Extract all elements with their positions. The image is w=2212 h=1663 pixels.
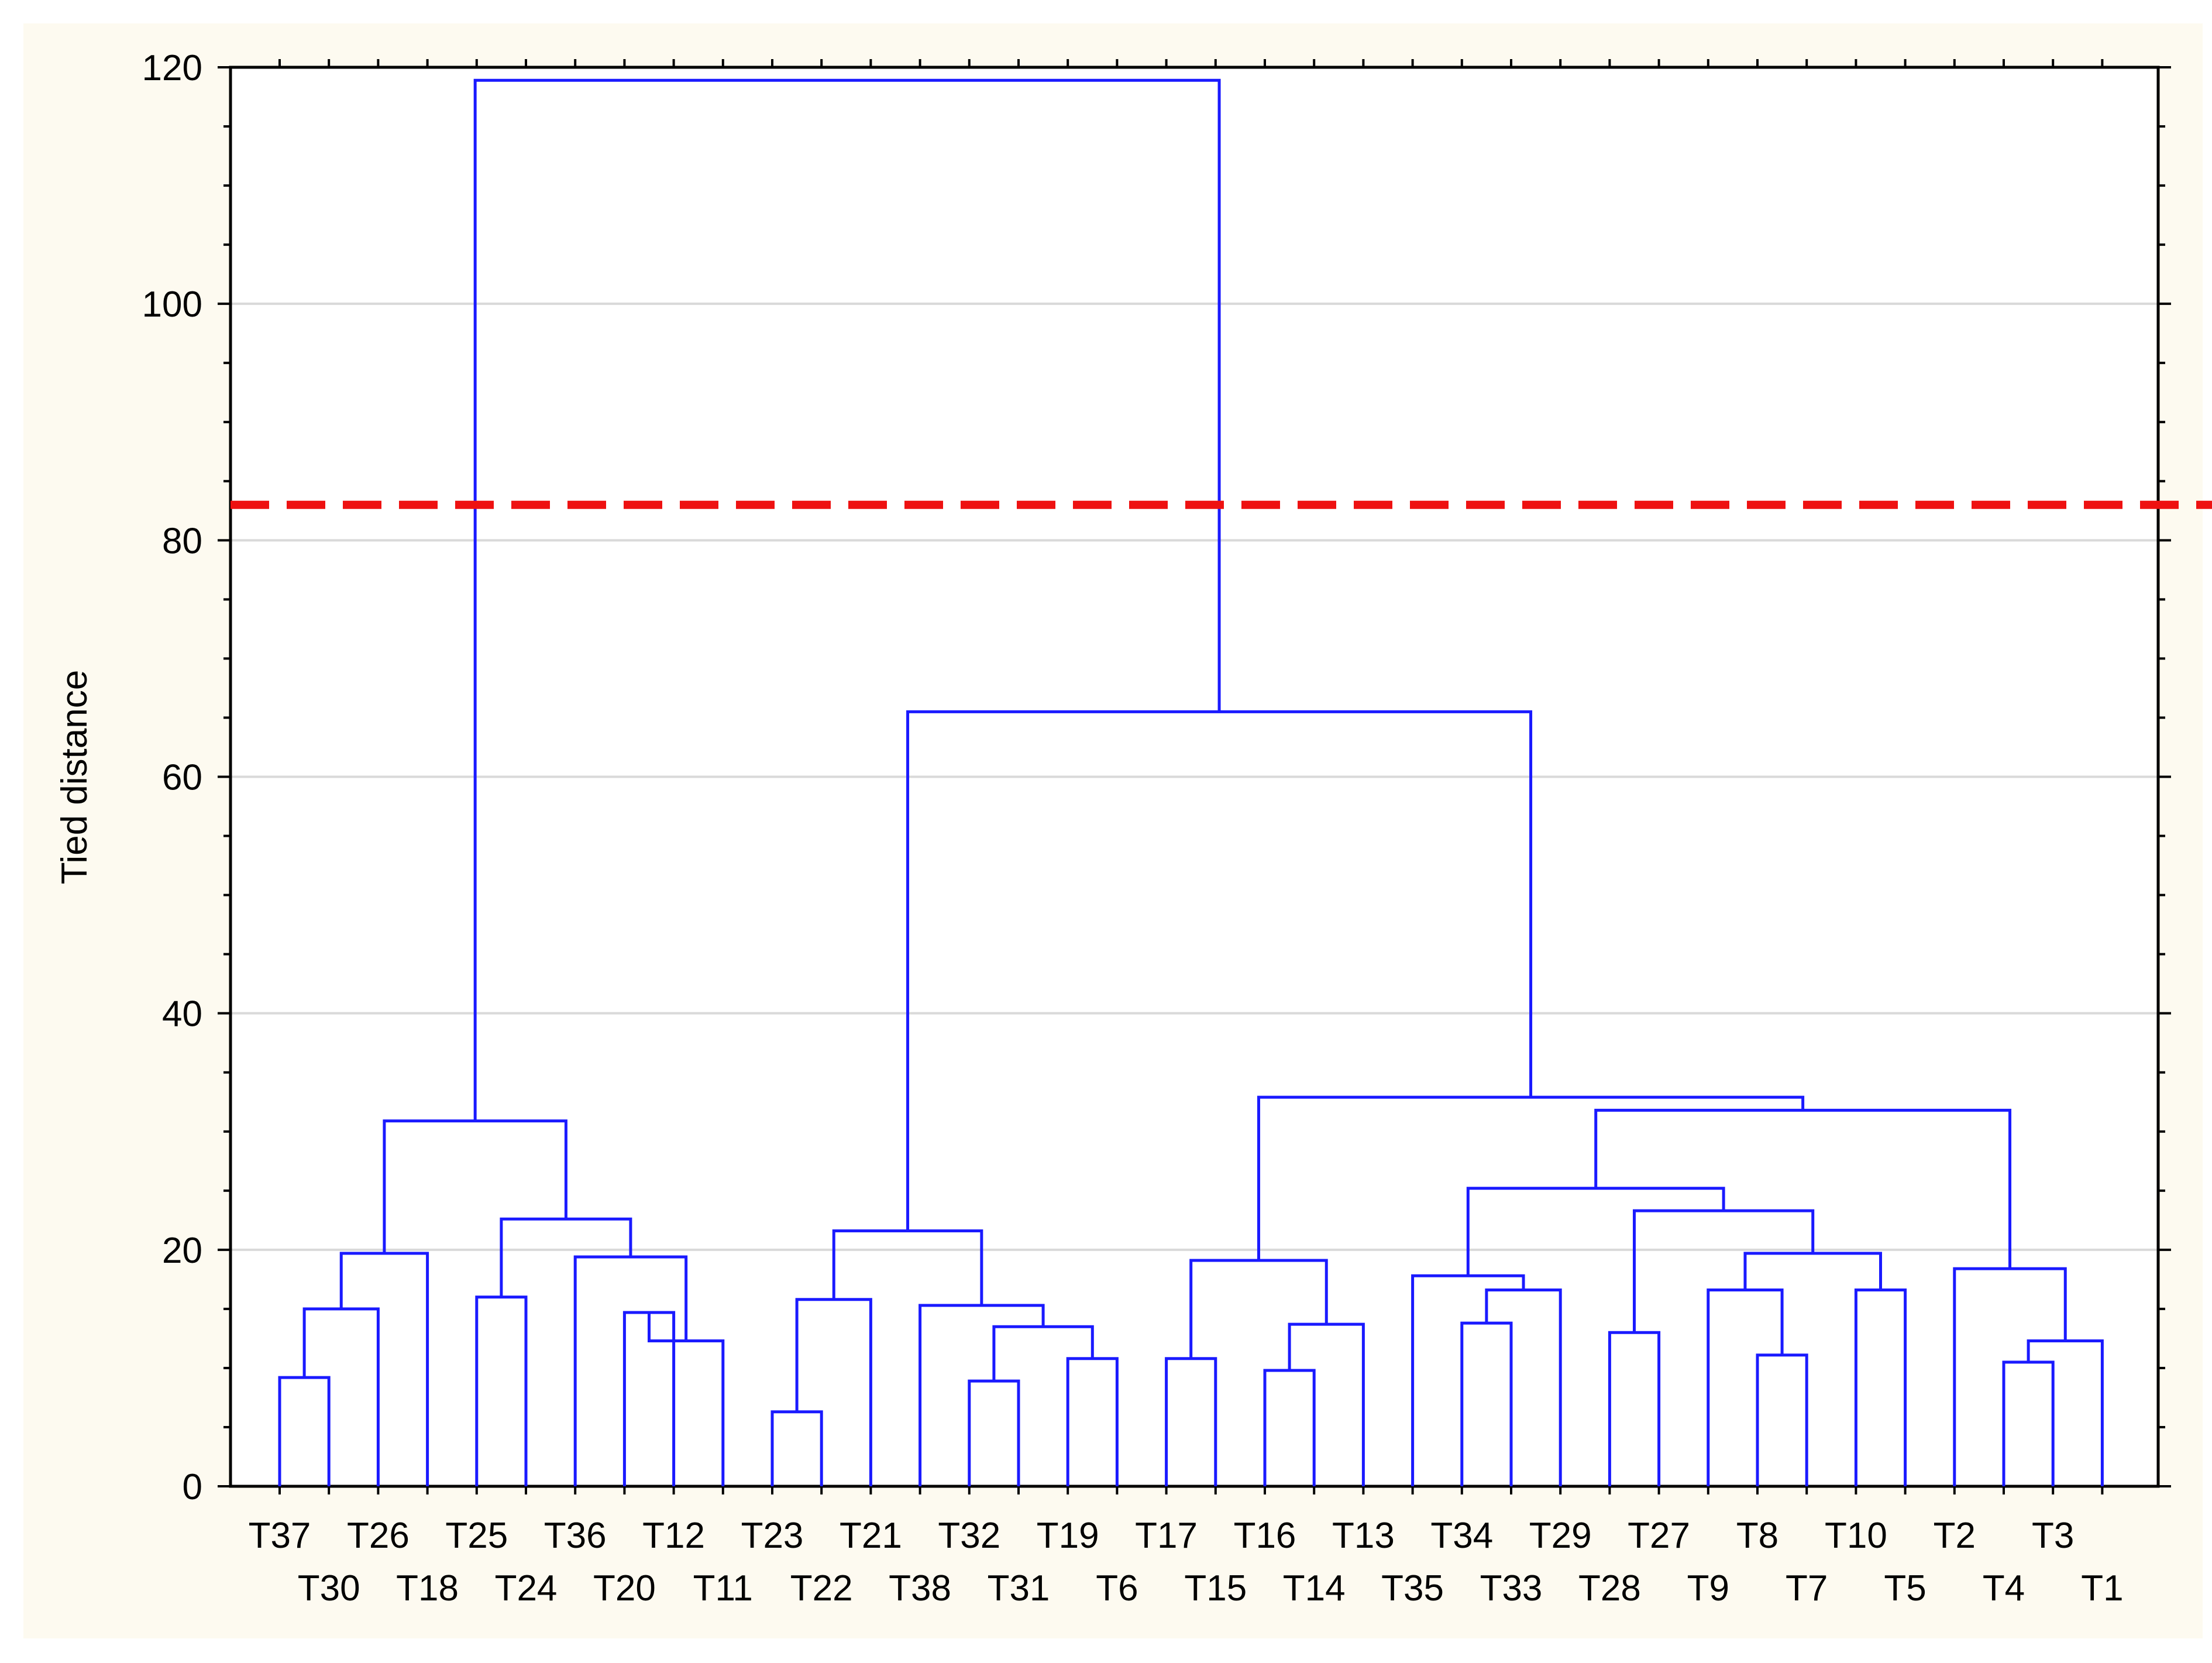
leaf-label: T6 <box>1096 1568 1138 1609</box>
dendrogram-link <box>770 1410 823 1486</box>
dendrogram-link <box>1594 1108 2012 1269</box>
dendrogram-link <box>795 1298 872 1486</box>
leaf-label: T35 <box>1381 1568 1444 1609</box>
leaf-label: T14 <box>1283 1568 1346 1609</box>
y-tick-label: 0 <box>183 1467 202 1507</box>
leaf-label: T25 <box>445 1516 508 1556</box>
dendrogram-link <box>1633 1209 1815 1333</box>
dendrogram-link <box>1756 1353 1808 1486</box>
dendrogram-link <box>339 1252 429 1486</box>
y-axis-title: Tied distance <box>54 670 95 884</box>
y-tick-label: 40 <box>162 994 202 1035</box>
y-tick-label: 80 <box>162 521 202 561</box>
leaf-label: T24 <box>495 1568 558 1609</box>
leaf-label: T1 <box>2081 1568 2123 1609</box>
leaf-label: T7 <box>1786 1568 1828 1609</box>
dendrogram-link <box>1953 1267 2067 1486</box>
leaf-label: T18 <box>396 1568 459 1609</box>
leaf-label: T5 <box>1884 1568 1926 1609</box>
leaf-label: T28 <box>1578 1568 1641 1609</box>
leaf-label: T26 <box>347 1516 410 1556</box>
dendrogram-link <box>473 78 1221 1121</box>
leaf-label: T23 <box>741 1516 804 1556</box>
dendrogram-link <box>1288 1322 1365 1486</box>
y-tick-label: 60 <box>162 758 202 798</box>
leaf-label: T29 <box>1529 1516 1592 1556</box>
leaf-label: T22 <box>790 1568 853 1609</box>
leaf-label: T4 <box>1983 1568 2025 1609</box>
leaf-label: T8 <box>1736 1516 1778 1556</box>
leaf-label: T34 <box>1430 1516 1493 1556</box>
leaf-label: T3 <box>2032 1516 2074 1556</box>
leaf-label: T32 <box>938 1516 1000 1556</box>
dendrogram-link <box>475 1296 528 1486</box>
dendrogram-link <box>573 1255 688 1486</box>
leaf-label: T2 <box>1934 1516 1976 1556</box>
leaf-label: T33 <box>1480 1568 1543 1609</box>
dendrogram-link <box>302 1307 380 1486</box>
y-tick-labels: 0 20 40 60 80 100 120 <box>142 48 202 1507</box>
leaf-label: T19 <box>1037 1516 1099 1556</box>
leaf-label: T31 <box>988 1568 1050 1609</box>
leaf-label: T27 <box>1628 1516 1690 1556</box>
axes <box>218 59 2171 1494</box>
y-tick-label: 120 <box>142 48 202 88</box>
dendrogram-link <box>1460 1321 1513 1486</box>
y-tick-label: 100 <box>142 284 202 325</box>
leaf-label: T30 <box>298 1568 360 1609</box>
leaf-label: T9 <box>1687 1568 1729 1609</box>
dendrogram-link <box>2027 1339 2104 1486</box>
dendrogram-link <box>1743 1252 1882 1290</box>
leaf-label: T12 <box>642 1516 705 1556</box>
leaf-labels: T37 T30 T26 T18 T25 T24 T36 T20 T12 T11 T23 T22 T21 T… <box>249 1516 2124 1609</box>
grid-lines <box>231 303 2158 1251</box>
leaf-label: T11 <box>693 1568 753 1609</box>
dendrogram-link <box>1263 1369 1316 1486</box>
y-tick-label: 20 <box>162 1231 202 1271</box>
leaf-label: T20 <box>593 1568 656 1609</box>
leaf-label: T10 <box>1825 1516 1887 1556</box>
leaf-label: T16 <box>1234 1516 1296 1556</box>
leaf-label: T38 <box>889 1568 951 1609</box>
leaf-label: T17 <box>1135 1516 1198 1556</box>
dendrogram-links <box>278 78 2104 1486</box>
leaf-label: T37 <box>249 1516 311 1556</box>
leaf-label: T21 <box>840 1516 902 1556</box>
dendrogram-link <box>648 1312 725 1486</box>
leaf-label: T36 <box>544 1516 607 1556</box>
leaf-label: T15 <box>1184 1568 1247 1609</box>
leaf-label: T13 <box>1332 1516 1395 1556</box>
dendrogram-link <box>968 1379 1020 1486</box>
dendrogram-link <box>992 1325 1094 1382</box>
dendrogram-link <box>1257 1095 1805 1261</box>
